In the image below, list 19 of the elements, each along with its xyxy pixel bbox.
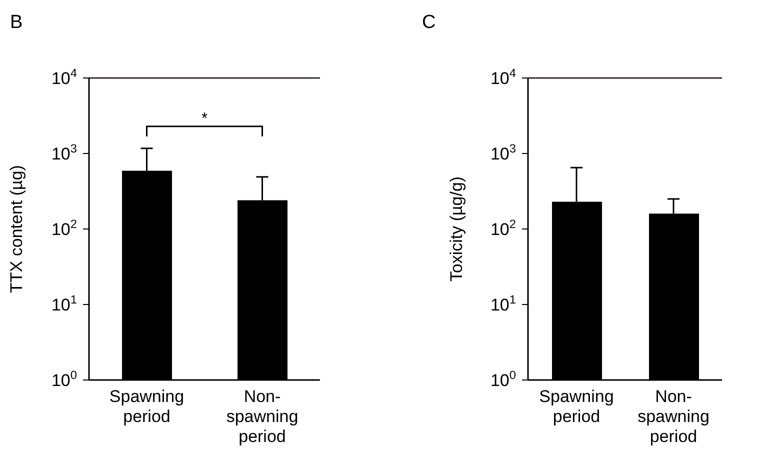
- x-tick-label: Non-spawning period: [638, 387, 710, 446]
- y-axis-title: TTX content (µg): [7, 165, 26, 293]
- y-axis-title: Toxicity (µg/g): [447, 176, 466, 282]
- y-tick-label: 10$^{4}$: [490, 66, 516, 88]
- y-tick-label: 10$^{3}$: [490, 142, 516, 164]
- chart-title: C: [422, 12, 436, 33]
- y-tick-label: 10$^{3}$: [51, 142, 78, 164]
- y-tick-label: 10$^{2}$: [490, 217, 516, 239]
- x-tick-label: Spawning period: [109, 387, 184, 426]
- y-tick-label: 10$^{0}$: [51, 368, 78, 390]
- y-tick-label: 10$^{1}$: [51, 292, 78, 314]
- y-tick-label: 10$^{4}$: [51, 66, 78, 88]
- x-tick-label: Spawning period: [539, 387, 614, 426]
- annotation: *: [201, 110, 208, 128]
- chart-title: B: [10, 12, 23, 33]
- y-tick-label: 10$^{0}$: [490, 368, 516, 390]
- y-tick-label: 10$^{2}$: [51, 217, 78, 239]
- x-tick-label: Non-spawning period: [226, 387, 298, 446]
- y-tick-label: 10$^{1}$: [490, 292, 516, 314]
